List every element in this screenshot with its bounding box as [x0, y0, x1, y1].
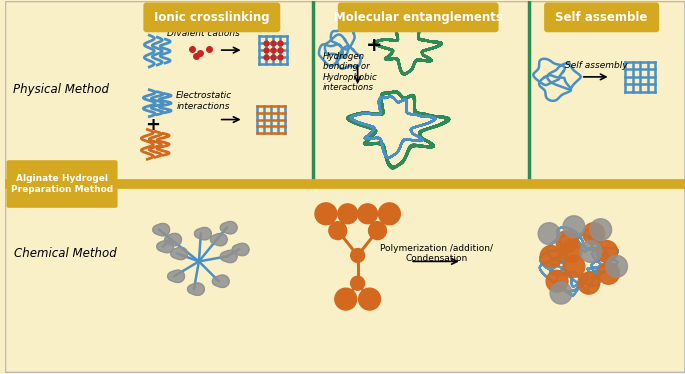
- Circle shape: [606, 255, 627, 277]
- Circle shape: [540, 245, 562, 267]
- Polygon shape: [164, 233, 182, 246]
- Circle shape: [329, 222, 347, 240]
- FancyBboxPatch shape: [143, 3, 280, 32]
- Circle shape: [578, 272, 599, 294]
- Text: +: +: [366, 36, 383, 55]
- Circle shape: [560, 240, 582, 263]
- Circle shape: [379, 203, 400, 225]
- Circle shape: [351, 248, 364, 263]
- Polygon shape: [212, 275, 229, 288]
- Polygon shape: [232, 243, 249, 256]
- Text: Self assemble: Self assemble: [556, 11, 648, 24]
- Text: Polymerization /addition/
Condensation: Polymerization /addition/ Condensation: [380, 244, 493, 263]
- Polygon shape: [171, 247, 188, 260]
- Text: Self assembly: Self assembly: [565, 61, 628, 70]
- Circle shape: [335, 288, 357, 310]
- Circle shape: [590, 219, 612, 240]
- Polygon shape: [188, 283, 204, 295]
- Polygon shape: [168, 270, 184, 282]
- Text: Molecular entanglements: Molecular entanglements: [334, 11, 503, 24]
- FancyBboxPatch shape: [338, 3, 499, 32]
- FancyBboxPatch shape: [5, 1, 685, 373]
- Polygon shape: [153, 223, 170, 236]
- FancyBboxPatch shape: [6, 160, 118, 208]
- Circle shape: [369, 222, 386, 240]
- Text: Ionic crosslinking: Ionic crosslinking: [154, 11, 270, 24]
- Circle shape: [538, 223, 560, 245]
- Circle shape: [550, 282, 572, 304]
- Text: Chemical Method: Chemical Method: [14, 247, 116, 260]
- Text: Physical Method: Physical Method: [13, 83, 109, 96]
- FancyBboxPatch shape: [544, 3, 659, 32]
- Text: Divalent cations: Divalent cations: [167, 29, 240, 38]
- Circle shape: [563, 255, 585, 277]
- Text: Hydrogen
bonding or
Hydrophobic
interactions: Hydrogen bonding or Hydrophobic interact…: [323, 52, 377, 92]
- Circle shape: [556, 231, 578, 252]
- Circle shape: [563, 216, 585, 237]
- Text: Electrostatic
interactions: Electrostatic interactions: [176, 91, 232, 111]
- Text: Alginate Hydrogel
Preparation Method: Alginate Hydrogel Preparation Method: [11, 174, 113, 194]
- Circle shape: [580, 240, 601, 263]
- Polygon shape: [221, 221, 237, 234]
- Circle shape: [598, 263, 619, 284]
- Circle shape: [358, 204, 377, 224]
- Circle shape: [338, 204, 358, 224]
- Polygon shape: [157, 240, 173, 253]
- Circle shape: [546, 270, 568, 292]
- Circle shape: [583, 223, 605, 245]
- Polygon shape: [221, 250, 237, 263]
- Polygon shape: [210, 233, 227, 246]
- Text: +: +: [145, 116, 160, 134]
- Circle shape: [315, 203, 337, 225]
- Circle shape: [596, 240, 618, 263]
- Circle shape: [359, 288, 380, 310]
- Polygon shape: [195, 227, 211, 240]
- Circle shape: [351, 276, 364, 290]
